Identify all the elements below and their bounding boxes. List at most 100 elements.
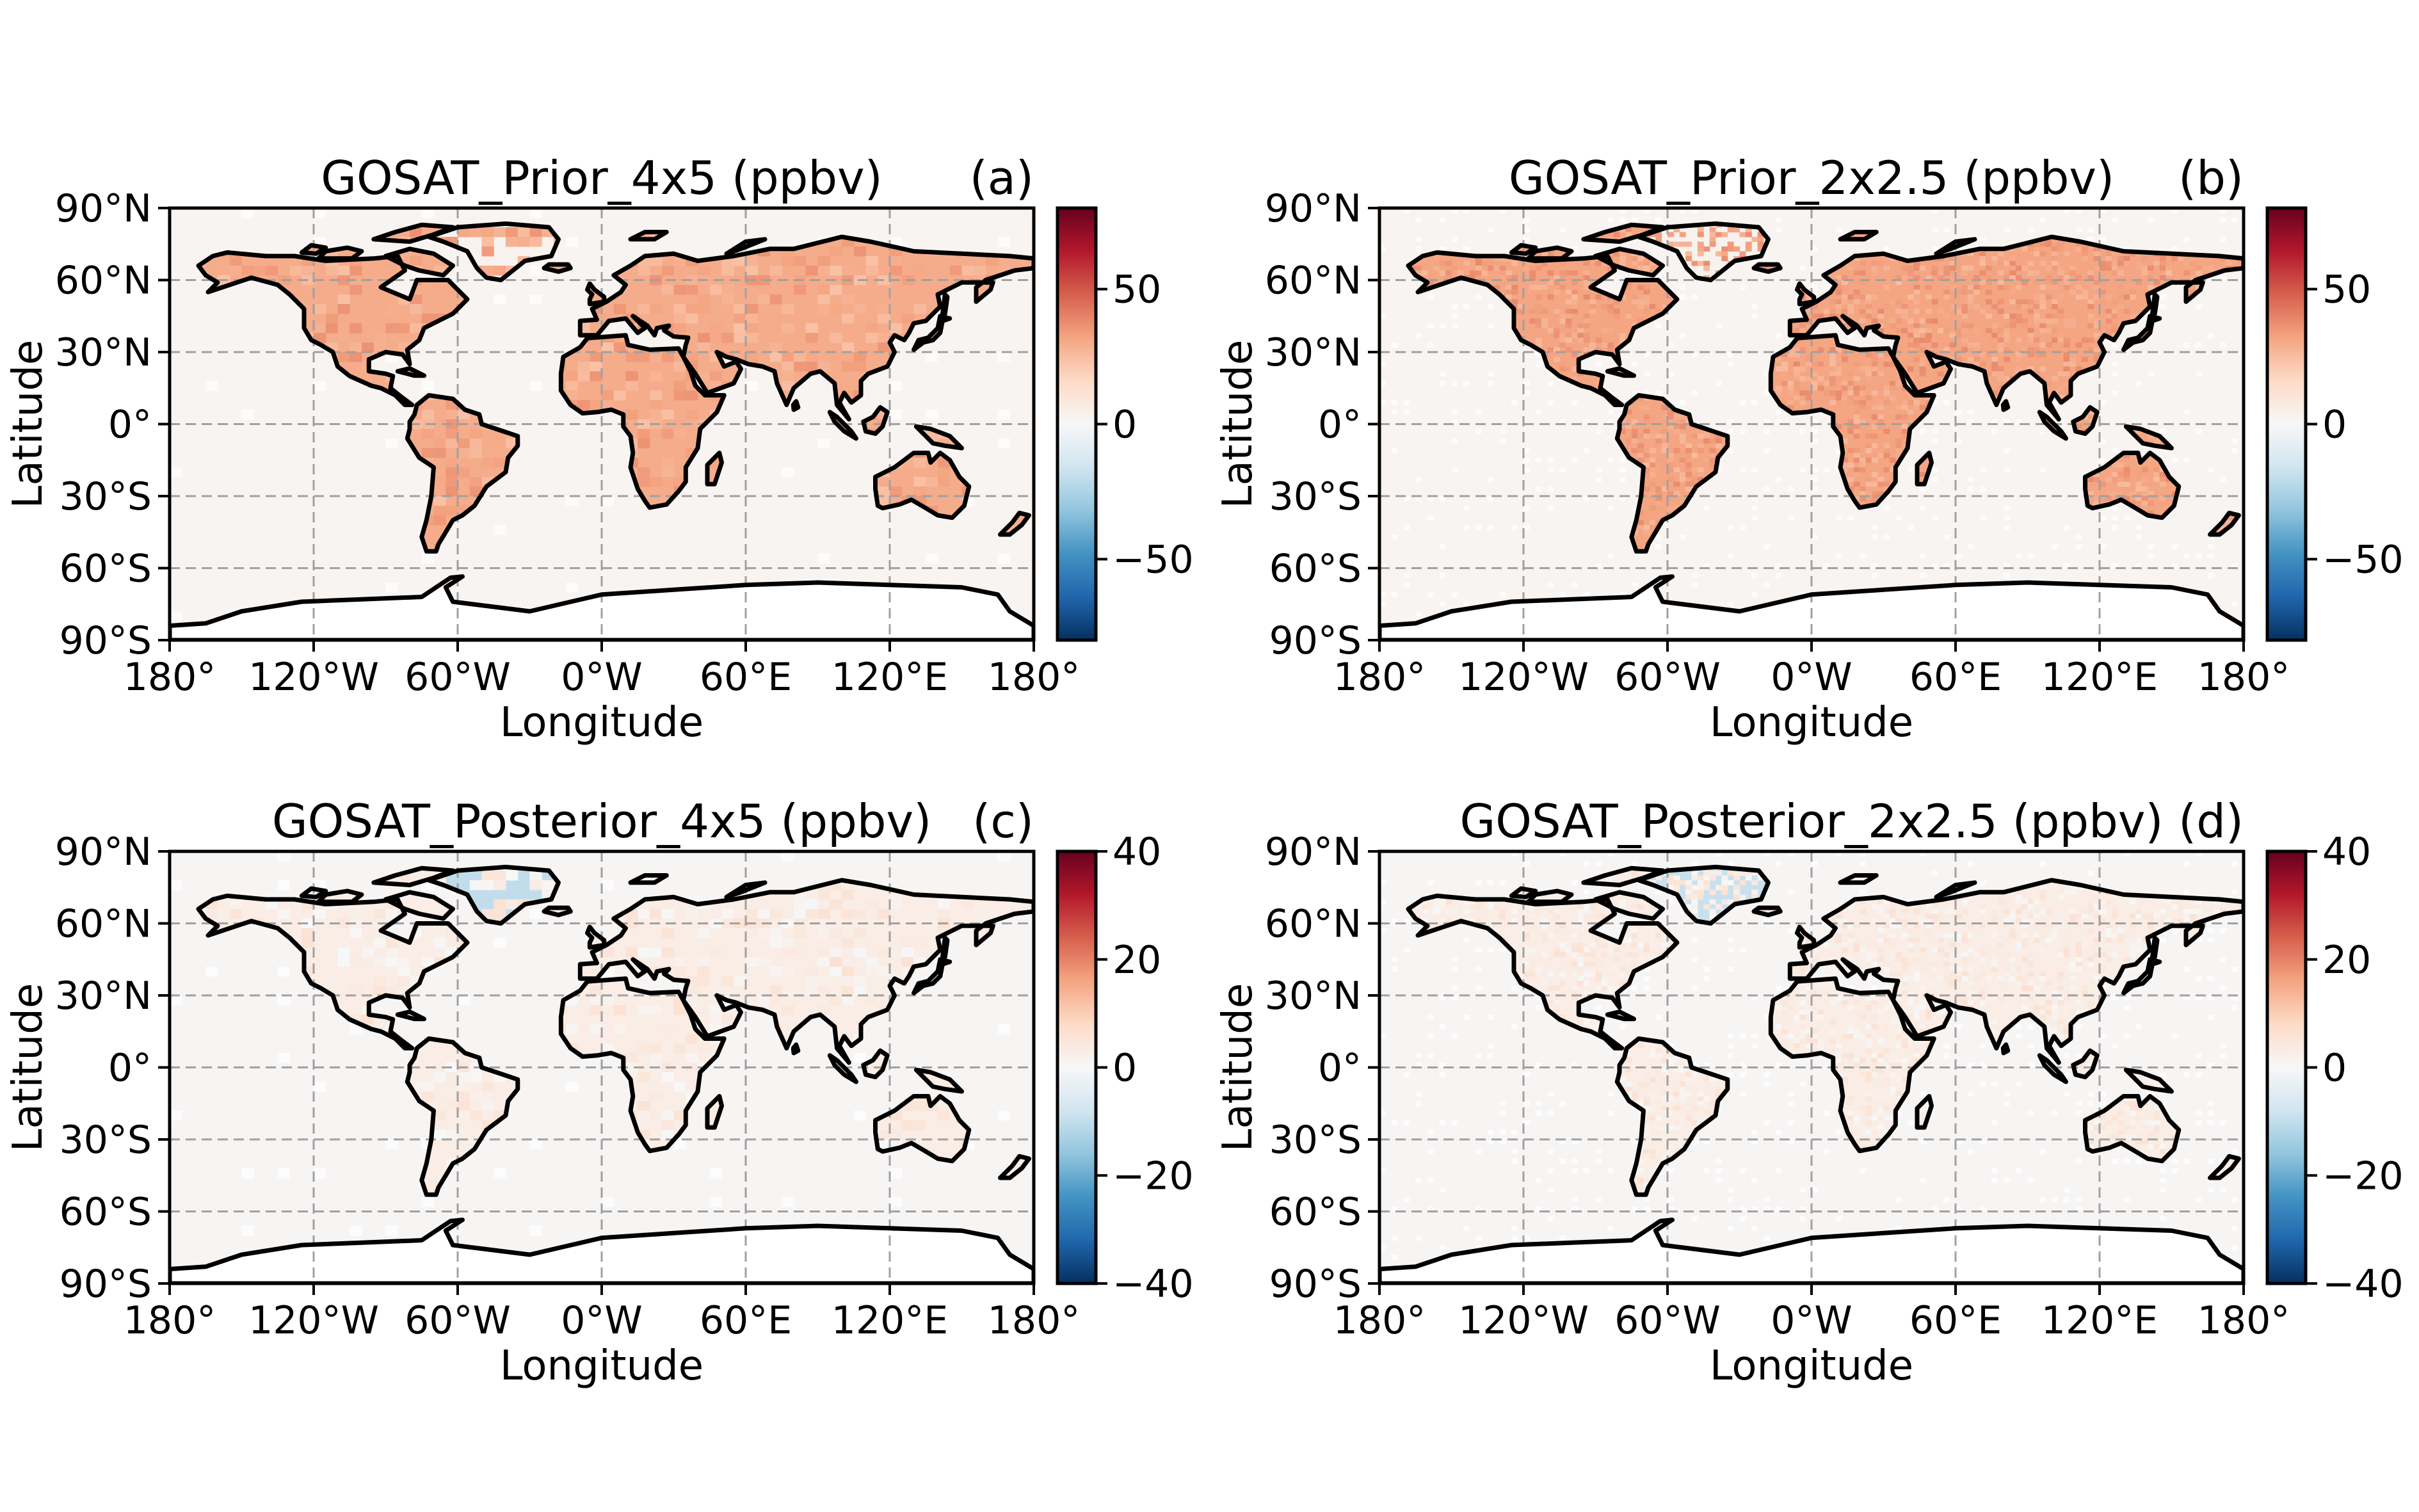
panel-c: 180° 120°W 60°W 0°W 60°E 120°E 180° 90°N 60°N 30°…	[4, 794, 1194, 1390]
colorbar-tick-label: 0	[1113, 1046, 1137, 1091]
y-axis-label: Latitude	[1214, 340, 1262, 508]
y-tick-label: 30°S	[60, 1118, 152, 1162]
coastlines	[1379, 864, 2244, 1283]
x-tick-label: 60°E	[1909, 655, 2002, 700]
y-tick-label: 90°N	[1265, 186, 1362, 231]
colorbar-tick-label: 40	[1113, 830, 1161, 874]
x-axis-label: Longitude	[500, 699, 703, 746]
colorbar: 50 0 −50	[1056, 206, 1194, 642]
x-axis-label: Longitude	[1710, 1342, 1913, 1390]
y-tick-label: 0°	[1318, 1046, 1362, 1091]
y-tick-label: 30°S	[1269, 474, 1362, 519]
coastlines	[170, 221, 1034, 640]
colorbar-tick-label: 20	[2322, 938, 2371, 983]
land-eurasia	[1790, 237, 2244, 419]
gridlines	[1379, 208, 2244, 640]
x-tick-label: 0°W	[561, 655, 643, 700]
x-tick-label: 120°W	[248, 655, 379, 700]
y-tick-label: 90°S	[1269, 1262, 1362, 1307]
y-tick-label: 30°S	[60, 474, 152, 519]
colorbar-tick-label: −40	[1113, 1262, 1194, 1307]
colorbar-tick-label: 40	[2322, 830, 2371, 874]
y-tick-label: 0°	[108, 403, 152, 447]
x-tick-label: 60°W	[1614, 655, 1721, 700]
x-tick-label: 60°E	[1909, 1298, 2002, 1343]
y-axis-label: Latitude	[4, 340, 52, 508]
colorbar-tick-label: −40	[2322, 1262, 2404, 1307]
colorbar-tick-label: 50	[2322, 268, 2371, 312]
x-tick-label: 0°W	[1771, 1298, 1852, 1343]
panel-a: 180° 120°W 60°W 0°W 60°E 120°E 180° 90°N 60°N 30°…	[4, 151, 1194, 746]
colorbar-tick-label: 0	[2322, 403, 2347, 447]
land-northAmerica	[1408, 896, 1677, 1049]
y-tick-label: 60°N	[55, 902, 152, 947]
y-tick-label: 60°N	[55, 259, 152, 303]
y-tick-label: 30°N	[1265, 330, 1362, 375]
gridlines	[1379, 851, 2244, 1283]
y-axis-label: Latitude	[4, 983, 52, 1152]
y-tick-label: 60°N	[1265, 259, 1362, 303]
y-tick-label: 30°N	[55, 330, 152, 375]
x-tick-label: 180°	[988, 655, 1081, 700]
y-tick-label: 90°N	[55, 830, 152, 874]
x-tick-label: 180°	[124, 1298, 216, 1343]
x-tick-label: 60°E	[700, 1298, 792, 1343]
land-africa	[561, 978, 725, 1151]
gridlines	[170, 208, 1034, 640]
x-tick-label: 180°	[2198, 1298, 2290, 1343]
land-ellesmere	[373, 868, 453, 885]
x-tick-label: 120°E	[2041, 1298, 2158, 1343]
colorbar-tick-label: 20	[1113, 938, 1161, 983]
x-tick-label: 60°E	[700, 655, 792, 700]
y-tick-label: 30°N	[1265, 974, 1362, 1018]
panel-title: GOSAT_Posterior_4x5 (ppbv)	[272, 794, 931, 848]
y-tick-label: 60°N	[1265, 902, 1362, 947]
y-tick-label: 60°S	[60, 547, 152, 591]
land-ellesmere	[1583, 868, 1663, 885]
panel-letter: (c)	[972, 794, 1034, 848]
colorbar-tick-label: 0	[2322, 1046, 2347, 1091]
panel-title: GOSAT_Prior_2x2.5 (ppbv)	[1509, 151, 2114, 205]
x-tick-label: 120°W	[248, 1298, 379, 1343]
x-tick-label: 120°E	[2041, 655, 2158, 700]
x-tick-label: 180°	[1333, 1298, 1426, 1343]
x-tick-label: 60°W	[1614, 1298, 1721, 1343]
y-tick-label: 90°S	[60, 618, 152, 663]
y-tick-label: 90°S	[60, 1262, 152, 1307]
y-tick-label: 90°N	[55, 186, 152, 231]
colorbar-tick-label: 0	[1113, 403, 1137, 447]
panel-title: GOSAT_Posterior_2x2.5 (ppbv)	[1459, 794, 2163, 848]
x-tick-label: 60°W	[405, 1298, 511, 1343]
land-northAmerica	[198, 896, 467, 1049]
panel-title: GOSAT_Prior_4x5 (ppbv)	[321, 151, 883, 205]
x-tick-label: 120°W	[1458, 1298, 1589, 1343]
colorbar-tick-label: 50	[1113, 268, 1161, 312]
y-tick-label: 60°S	[1269, 547, 1362, 591]
colorbar-tick-label: −50	[2322, 537, 2404, 582]
x-tick-label: 180°	[2198, 655, 2290, 700]
land-ellesmere	[1583, 225, 1663, 242]
y-tick-label: 30°S	[1269, 1118, 1362, 1162]
colorbar-tick-label: −20	[1113, 1154, 1194, 1198]
panel-b: 180° 120°W 60°W 0°W 60°E 120°E 180° 90°N 60°N 30°…	[1214, 151, 2404, 746]
y-tick-label: 60°S	[60, 1190, 152, 1235]
land-greenland	[429, 867, 559, 924]
colorbar-tick-label: −20	[2322, 1154, 2404, 1198]
y-tick-label: 0°	[108, 1046, 152, 1091]
colorbar: 40 20 0 −20 −40	[2265, 830, 2404, 1307]
x-tick-label: 120°E	[832, 655, 948, 700]
panel-letter: (a)	[970, 151, 1034, 205]
x-tick-label: 60°W	[405, 655, 511, 700]
x-tick-label: 0°W	[561, 1298, 643, 1343]
colorbar: 50 0 −50	[2265, 206, 2404, 642]
colorbar: 40 20 0 −20 −40	[1056, 830, 1194, 1307]
gridlines	[170, 851, 1034, 1283]
x-tick-label: 120°W	[1458, 655, 1589, 700]
colorbar-tick-label: −50	[1113, 537, 1194, 582]
panel-letter: (b)	[2178, 151, 2244, 205]
y-tick-label: 90°S	[1269, 618, 1362, 663]
y-tick-label: 60°S	[1269, 1190, 1362, 1235]
x-tick-label: 180°	[988, 1298, 1081, 1343]
y-tick-label: 0°	[1318, 403, 1362, 447]
